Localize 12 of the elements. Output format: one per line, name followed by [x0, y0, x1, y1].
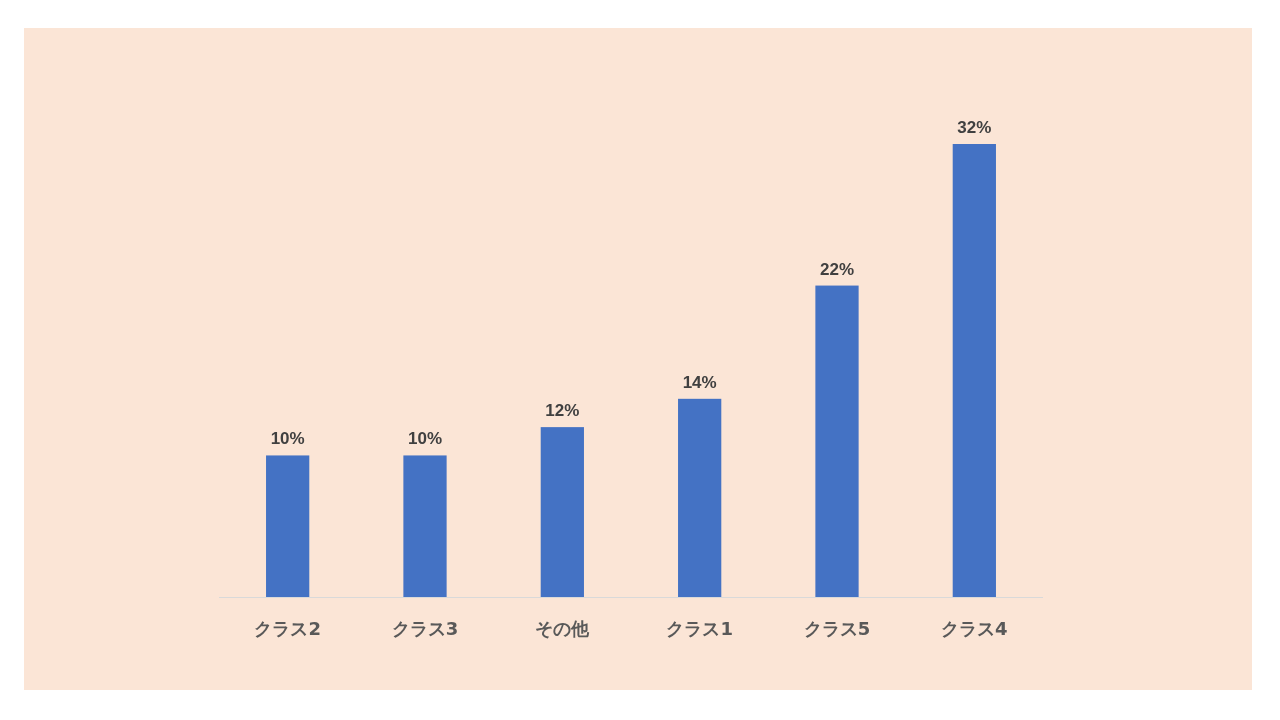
data-label: 22%	[819, 259, 855, 279]
data-label: 14%	[682, 372, 717, 392]
data-label: 12%	[545, 401, 580, 421]
x-tick-label: クラス2	[254, 618, 321, 639]
x-tick-label: クラス3	[391, 618, 459, 639]
x-tick-label: クラス5	[803, 618, 871, 639]
data-label: 32%	[957, 118, 992, 137]
x-tick-label: その他	[535, 618, 591, 639]
data-label: 10%	[407, 429, 443, 449]
x-tick-label: クラス4	[941, 618, 1008, 639]
x-tick-label: クラス1	[666, 618, 733, 639]
data-label: 10%	[270, 429, 305, 449]
